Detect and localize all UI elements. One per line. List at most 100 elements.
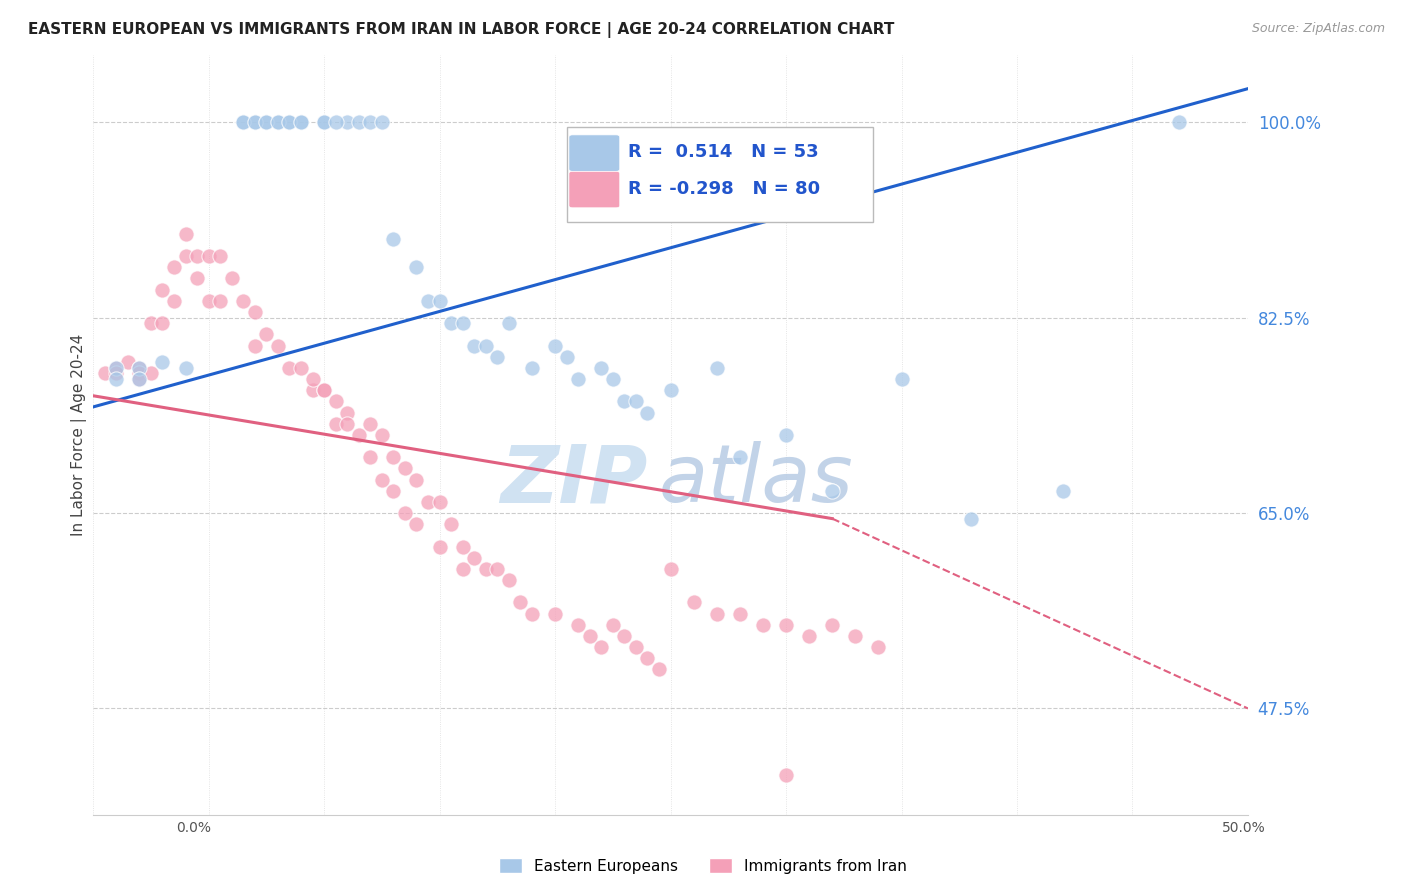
Text: atlas: atlas xyxy=(659,442,853,519)
Point xyxy=(775,428,797,442)
Point xyxy=(371,115,394,129)
Point xyxy=(567,617,589,632)
Point xyxy=(682,595,704,609)
Point xyxy=(278,360,301,375)
Point xyxy=(209,293,232,308)
Point xyxy=(890,372,912,386)
Point xyxy=(613,394,636,409)
Point xyxy=(243,115,266,129)
Point xyxy=(451,562,474,576)
Point xyxy=(394,506,416,520)
Point xyxy=(290,360,312,375)
Point xyxy=(578,629,600,643)
Point xyxy=(429,495,451,509)
Point xyxy=(602,617,624,632)
Point xyxy=(775,768,797,782)
Point xyxy=(624,394,647,409)
Point xyxy=(325,115,347,129)
Point xyxy=(728,607,751,621)
Point xyxy=(451,316,474,330)
Point xyxy=(648,662,671,676)
Text: R =  0.514   N = 53: R = 0.514 N = 53 xyxy=(628,144,818,161)
Point xyxy=(232,115,254,129)
Point xyxy=(105,367,128,381)
Point xyxy=(314,115,336,129)
Point xyxy=(152,355,174,369)
Point xyxy=(336,405,359,419)
Point xyxy=(243,115,266,129)
Point xyxy=(555,350,578,364)
Point xyxy=(290,115,312,129)
Point xyxy=(567,372,589,386)
Point xyxy=(163,260,186,275)
Point xyxy=(463,338,485,352)
Point xyxy=(128,367,150,381)
Point xyxy=(254,327,277,342)
Point xyxy=(359,417,381,431)
Point xyxy=(301,383,323,397)
Text: EASTERN EUROPEAN VS IMMIGRANTS FROM IRAN IN LABOR FORCE | AGE 20-24 CORRELATION : EASTERN EUROPEAN VS IMMIGRANTS FROM IRAN… xyxy=(28,22,894,38)
Point xyxy=(267,115,290,129)
Point xyxy=(197,293,219,308)
Point xyxy=(314,383,336,397)
Point xyxy=(186,249,208,263)
Point xyxy=(359,115,381,129)
Point xyxy=(405,473,427,487)
Point xyxy=(451,540,474,554)
Point xyxy=(152,283,174,297)
Point xyxy=(254,115,277,129)
Point xyxy=(174,227,197,241)
Point xyxy=(405,517,427,532)
Point xyxy=(371,473,394,487)
Point xyxy=(139,367,162,381)
Point xyxy=(624,640,647,654)
Point xyxy=(371,428,394,442)
Point xyxy=(128,360,150,375)
Point xyxy=(382,232,405,246)
Point xyxy=(752,617,775,632)
Text: 50.0%: 50.0% xyxy=(1222,821,1265,835)
Point xyxy=(336,115,359,129)
Point xyxy=(775,617,797,632)
Point xyxy=(394,461,416,475)
Point xyxy=(105,360,128,375)
Point xyxy=(359,450,381,465)
Point xyxy=(520,607,543,621)
Point xyxy=(498,316,520,330)
Point xyxy=(602,372,624,386)
FancyBboxPatch shape xyxy=(569,171,620,208)
Point xyxy=(868,640,890,654)
Point xyxy=(93,367,115,381)
Point xyxy=(440,316,463,330)
Point xyxy=(416,293,439,308)
Point xyxy=(821,617,844,632)
Point xyxy=(520,360,543,375)
Point xyxy=(152,316,174,330)
Point xyxy=(174,249,197,263)
Point xyxy=(544,338,567,352)
Point xyxy=(105,360,128,375)
Point xyxy=(221,271,243,285)
Text: ZIP: ZIP xyxy=(501,442,647,519)
Point xyxy=(475,562,498,576)
Point xyxy=(636,405,658,419)
Point xyxy=(301,372,323,386)
Point xyxy=(325,394,347,409)
Text: R = -0.298   N = 80: R = -0.298 N = 80 xyxy=(628,180,820,198)
Point xyxy=(959,511,981,525)
Point xyxy=(659,383,682,397)
Point xyxy=(347,428,370,442)
Point xyxy=(347,115,370,129)
Point xyxy=(186,271,208,285)
Point xyxy=(636,651,658,665)
Point xyxy=(486,350,509,364)
Point xyxy=(659,562,682,576)
Point xyxy=(382,483,405,498)
Point xyxy=(1052,483,1074,498)
Point xyxy=(429,540,451,554)
Point xyxy=(267,338,290,352)
Point xyxy=(243,305,266,319)
Point xyxy=(844,629,866,643)
Point xyxy=(128,372,150,386)
Point xyxy=(325,417,347,431)
